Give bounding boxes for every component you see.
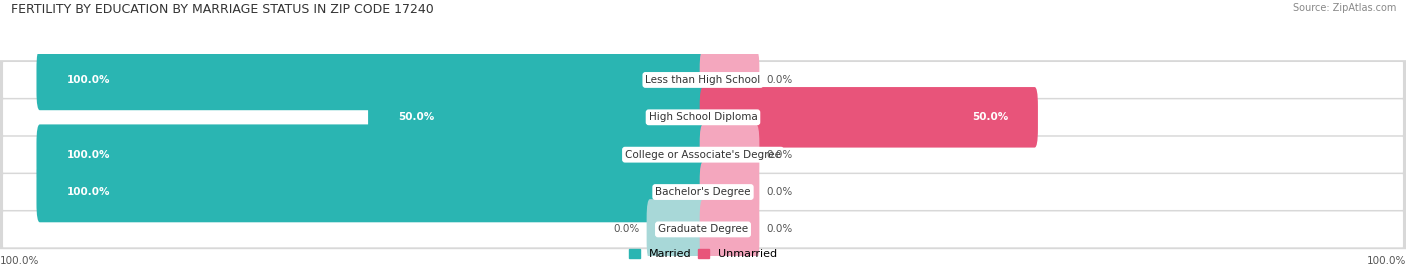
Text: 0.0%: 0.0% [766,150,792,160]
FancyBboxPatch shape [37,124,706,185]
FancyBboxPatch shape [3,62,1403,98]
Text: 100.0%: 100.0% [0,256,39,266]
FancyBboxPatch shape [700,124,759,185]
FancyBboxPatch shape [3,137,1403,173]
Text: 100.0%: 100.0% [66,75,110,85]
FancyBboxPatch shape [3,99,1403,135]
Text: Bachelor's Degree: Bachelor's Degree [655,187,751,197]
Text: 100.0%: 100.0% [1367,256,1406,266]
Text: 0.0%: 0.0% [766,224,792,234]
FancyBboxPatch shape [0,172,1406,212]
FancyBboxPatch shape [368,87,706,148]
FancyBboxPatch shape [0,60,1406,100]
Text: 0.0%: 0.0% [766,75,792,85]
FancyBboxPatch shape [3,174,1403,210]
Text: FERTILITY BY EDUCATION BY MARRIAGE STATUS IN ZIP CODE 17240: FERTILITY BY EDUCATION BY MARRIAGE STATU… [11,3,434,16]
Text: College or Associate's Degree: College or Associate's Degree [626,150,780,160]
FancyBboxPatch shape [700,199,759,260]
Text: Graduate Degree: Graduate Degree [658,224,748,234]
Text: 50.0%: 50.0% [398,112,434,122]
Text: 100.0%: 100.0% [66,187,110,197]
FancyBboxPatch shape [700,87,1038,148]
FancyBboxPatch shape [37,162,706,222]
Text: 0.0%: 0.0% [766,187,792,197]
Text: High School Diploma: High School Diploma [648,112,758,122]
FancyBboxPatch shape [0,97,1406,137]
Text: Less than High School: Less than High School [645,75,761,85]
FancyBboxPatch shape [647,199,706,260]
FancyBboxPatch shape [0,135,1406,175]
FancyBboxPatch shape [700,162,759,222]
Text: Source: ZipAtlas.com: Source: ZipAtlas.com [1292,3,1396,13]
Text: 50.0%: 50.0% [972,112,1008,122]
Legend: Married, Unmarried: Married, Unmarried [624,244,782,263]
Text: 0.0%: 0.0% [614,224,640,234]
FancyBboxPatch shape [37,50,706,110]
Text: 100.0%: 100.0% [66,150,110,160]
FancyBboxPatch shape [700,50,759,110]
FancyBboxPatch shape [3,211,1403,247]
FancyBboxPatch shape [0,210,1406,249]
